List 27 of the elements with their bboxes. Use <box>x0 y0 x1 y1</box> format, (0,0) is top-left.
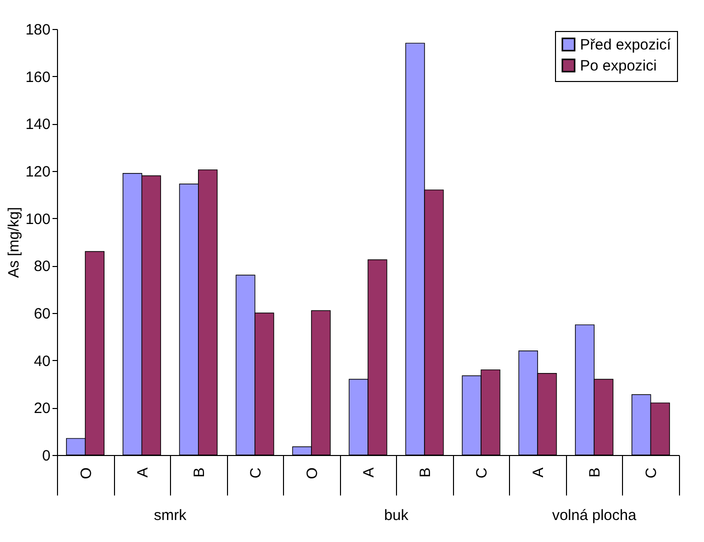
x-tick-label: B <box>586 468 604 478</box>
y-tick-label: 80 <box>34 258 50 276</box>
x-tick-label: B <box>417 468 434 478</box>
x-tick-label: O <box>78 468 95 480</box>
x-tick-label: A <box>360 468 378 478</box>
y-tick-label: 0 <box>42 448 50 464</box>
x-tick-label: B <box>190 468 208 478</box>
x-tick-label: C <box>643 467 660 478</box>
text: volná plocha <box>552 507 637 524</box>
y-tick-label: 60 <box>34 306 50 322</box>
text: buk <box>384 507 409 524</box>
text: smrk <box>154 507 187 524</box>
x-tick-label: C <box>474 467 491 478</box>
legend-label: Před expozicí <box>580 36 672 54</box>
y-tick-label: 120 <box>25 164 50 180</box>
x-tick-label: O <box>304 468 321 480</box>
y-tick-label: 160 <box>25 68 50 86</box>
y-axis-title: As [mg/kg] <box>5 207 22 278</box>
legend-label: Po expozici <box>580 58 657 74</box>
y-tick-label: 20 <box>34 400 50 418</box>
x-tick-label: C <box>247 467 264 478</box>
x-tick-label: A <box>134 468 152 478</box>
y-tick-label: 100 <box>25 210 50 228</box>
y-tick-label: 40 <box>34 352 50 370</box>
y-tick-label: 180 <box>25 22 50 38</box>
x-tick-label: A <box>530 468 548 478</box>
y-tick-label: 140 <box>25 116 50 134</box>
